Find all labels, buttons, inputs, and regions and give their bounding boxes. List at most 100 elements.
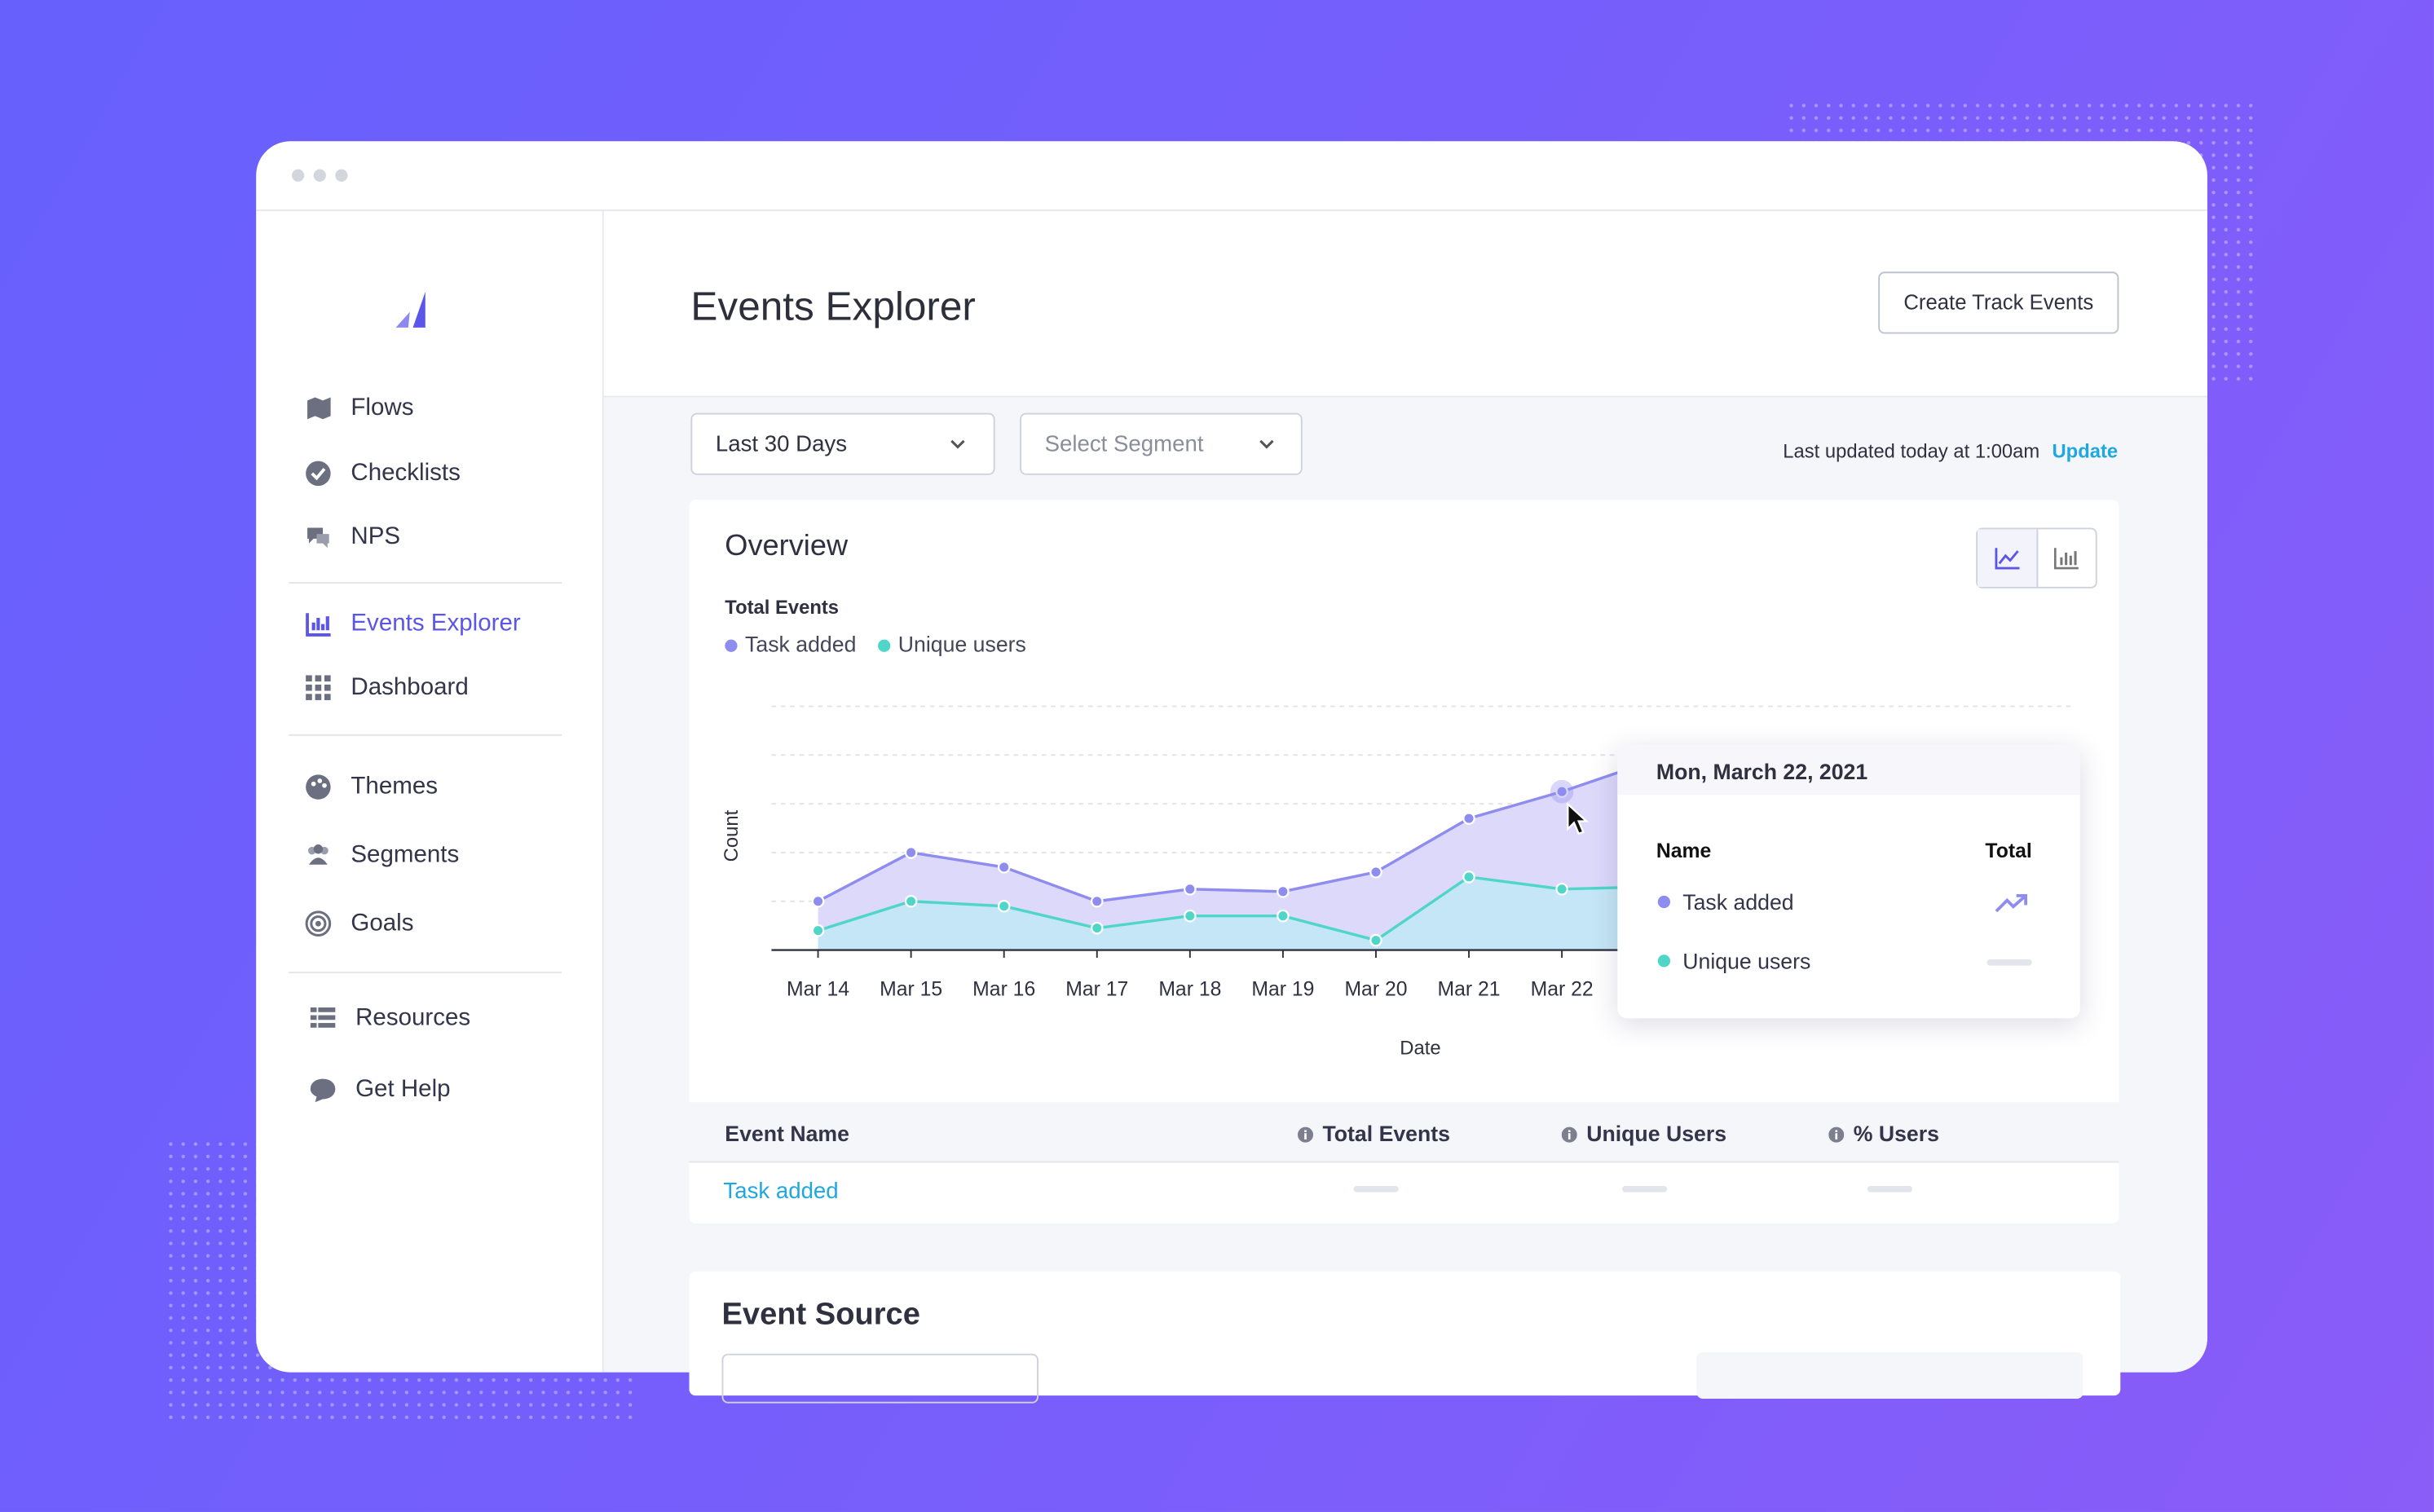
nav-icon	[306, 675, 331, 700]
segment-select[interactable]: Select Segment	[1020, 412, 1303, 475]
tooltip-column: Total	[1985, 839, 2032, 862]
create-button[interactable]: Create Track Events	[1878, 271, 2119, 334]
nav-icon	[306, 774, 331, 800]
legend-dot	[725, 639, 738, 652]
nav-icon	[310, 1078, 336, 1103]
nav-icon	[307, 527, 329, 549]
hover-halo	[1550, 779, 1574, 804]
legend-label: Task added	[745, 632, 856, 656]
point	[1184, 909, 1197, 923]
trend-icon	[1995, 893, 2028, 913]
divider	[289, 734, 562, 736]
nav-item[interactable]: Themes	[351, 773, 439, 800]
tooltip-column: Name	[1656, 839, 1712, 862]
source-panel	[1696, 1351, 2083, 1399]
chevron	[1259, 439, 1274, 449]
point	[1184, 882, 1197, 896]
point	[811, 924, 825, 937]
x-tick-label: Mar 16	[972, 979, 1035, 1001]
info-icon[interactable]	[1561, 1126, 1577, 1143]
bar-toggle[interactable]	[2038, 529, 2095, 586]
nav-icon	[310, 1007, 336, 1028]
column-header: Total Events	[1322, 1121, 1451, 1146]
nav-item[interactable]: NPS	[351, 523, 401, 550]
point	[1555, 785, 1568, 799]
nav-item[interactable]: Resources	[355, 1004, 471, 1032]
update-link[interactable]: Update	[2052, 440, 2119, 463]
nav-icon	[308, 844, 329, 865]
table-header-row	[689, 1102, 2119, 1163]
y-axis-label: Count	[721, 809, 743, 862]
tooltip-row: Unique users	[1682, 948, 1811, 974]
event-link[interactable]: Task added	[723, 1179, 839, 1205]
legend-dot	[1657, 954, 1671, 968]
nav-item[interactable]: Events Explorer	[351, 610, 521, 637]
select-value: Last 30 Days	[715, 432, 848, 458]
point	[1277, 909, 1290, 923]
point	[1555, 882, 1568, 896]
nav-icon	[305, 910, 332, 937]
point	[1462, 871, 1475, 884]
card-title: Overview	[725, 530, 849, 563]
divider	[289, 972, 562, 974]
sidebar	[256, 211, 604, 1373]
nav-item[interactable]: Flows	[351, 395, 414, 421]
tooltip-title: Mon, March 22, 2021	[1656, 759, 1868, 784]
nav-icon	[306, 613, 331, 637]
cursor	[1567, 802, 1590, 835]
point	[811, 894, 825, 908]
point	[904, 846, 918, 859]
nav-item[interactable]: Goals	[351, 910, 414, 937]
x-axis-label: Date	[1400, 1038, 1440, 1060]
placeholder-bar	[1986, 959, 2032, 966]
last-updated: Last updated today at 1:00am	[1783, 440, 2040, 463]
chart-title: Total Events	[725, 597, 839, 619]
line-toggle[interactable]	[1978, 529, 2039, 587]
nav-item[interactable]: Dashboard	[351, 674, 469, 701]
card-title: Event Source	[721, 1298, 920, 1333]
column-header: Unique Users	[1586, 1121, 1727, 1146]
point	[1369, 933, 1382, 947]
tooltip: Mon, March 22, 2021 Name Total Task adde…	[1617, 745, 2080, 1019]
area	[818, 876, 1656, 950]
placeholder-bar	[1621, 1186, 1668, 1192]
info-icon[interactable]	[1297, 1126, 1314, 1143]
chevron	[950, 439, 965, 449]
legend-dot	[878, 639, 891, 652]
point	[1277, 884, 1290, 898]
point	[997, 899, 1011, 913]
date-range-select[interactable]: Last 30 Days	[690, 412, 995, 475]
legend-dot	[1657, 895, 1671, 909]
x-tick-label: Mar 15	[880, 979, 942, 1001]
x-tick-label: Mar 18	[1158, 979, 1221, 1001]
select-placeholder: Select Segment	[1044, 432, 1204, 458]
title-bar	[256, 141, 2207, 212]
button-label: Create Track Events	[1903, 290, 2094, 315]
nav-item[interactable]: Checklists	[351, 460, 461, 487]
page-title: Events Explorer	[690, 282, 976, 329]
window-dots	[292, 169, 348, 182]
nav-icon	[307, 397, 331, 420]
logo	[395, 292, 426, 328]
point	[1369, 866, 1382, 879]
x-tick-label: Mar 19	[1251, 979, 1314, 1001]
point	[1090, 894, 1104, 908]
info-icon[interactable]	[1828, 1126, 1845, 1143]
placeholder-bar	[1867, 1186, 1913, 1192]
line	[818, 875, 1656, 942]
column-header: Event Name	[725, 1121, 849, 1146]
nav-item[interactable]: Segments	[351, 841, 460, 869]
source-select[interactable]	[721, 1353, 1038, 1404]
column-header: % Users	[1853, 1121, 1939, 1146]
tooltip-row: Task added	[1682, 889, 1794, 915]
x-tick-label: Mar 22	[1531, 979, 1594, 1001]
placeholder-bar	[1353, 1186, 1399, 1192]
line	[817, 758, 1656, 903]
x-tick-label: Mar 20	[1344, 979, 1407, 1001]
point	[997, 861, 1011, 874]
point	[1090, 921, 1104, 935]
nav-item[interactable]: Get Help	[355, 1076, 451, 1103]
x-tick-label: Mar 21	[1438, 979, 1501, 1001]
